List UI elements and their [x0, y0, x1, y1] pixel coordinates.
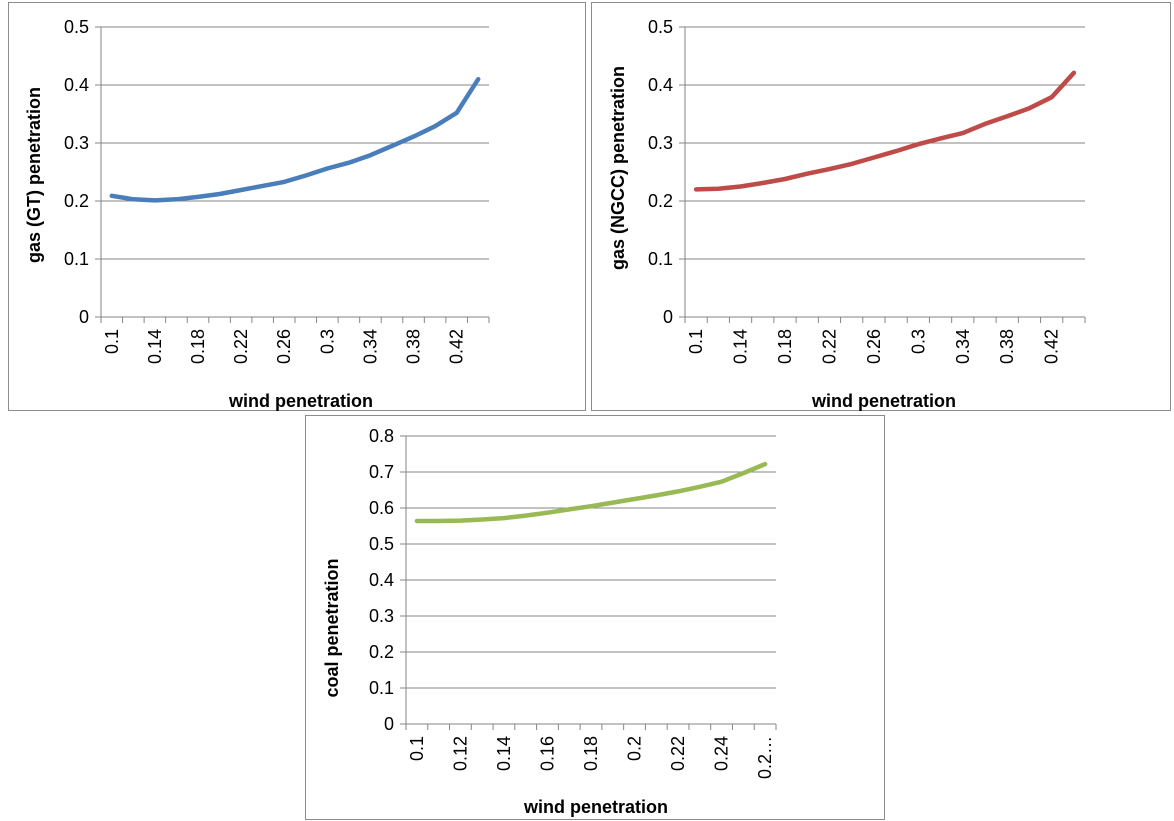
coal-y-tick-label: 0.2	[369, 642, 394, 662]
gas-ngcc-y-axis-title: gas (NGCC) penetration	[608, 66, 628, 270]
gas-ngcc-x-tick-label: 0.3	[908, 329, 928, 354]
gas-ngcc-y-tick-label: 0.5	[648, 17, 673, 37]
coal-x-tick-label: 0.18	[581, 736, 601, 771]
coal-x-tick-label: 0.16	[537, 736, 557, 771]
coal-x-tick-label: 0.1	[407, 736, 427, 761]
coal-y-tick-label: 0	[384, 714, 394, 734]
coal-chart-svg: 0 0.1 0.2 0.3 0.4 0.5 0.6 0.7 0.8 0.1 0.12 0.14 0.16…	[322, 426, 777, 817]
coal-y-tick-label: 0.8	[369, 426, 394, 446]
gas-gt-x-tick-label: 0.26	[274, 329, 294, 364]
gas-ngcc-x-tick-label: 0.26	[864, 329, 884, 364]
gas-gt-y-tick-label: 0.2	[64, 191, 89, 211]
coal-y-tick-label: 0.7	[369, 462, 394, 482]
coal-x-tick-label: 0.14	[494, 736, 514, 771]
coal-series-line	[414, 461, 768, 524]
coal-x-tick-label: 0.24	[712, 736, 732, 771]
gas-ngcc-y-tick-label: 0.3	[648, 133, 673, 153]
gas-ngcc-y-tick-label: 0.4	[648, 75, 673, 95]
gas-ngcc-y-tick-label: 0.2	[648, 191, 673, 211]
gas-ngcc-series-line	[693, 70, 1077, 192]
gas-ngcc-y-tick-label: 0	[663, 307, 673, 327]
gas-gt-series-line	[109, 76, 481, 203]
gas-ngcc-x-tick-label: 0.38	[997, 329, 1017, 364]
gas-ngcc-x-tick-label: 0.1	[686, 329, 706, 354]
gas-gt-x-tick-label: 0.42	[447, 329, 467, 364]
chart-panel-gas-gt: 0 0.1 0.2 0.3 0.4 0.5 0.1 0.14 0.18 0.22 0.26 0.3 0.…	[8, 2, 586, 411]
coal-x-axis-title: wind penetration	[523, 797, 668, 817]
gas-ngcc-y-tick-label: 0.1	[648, 249, 673, 269]
gas-gt-y-tick-label: 0.1	[64, 249, 89, 269]
gas-gt-y-tick-label: 0.3	[64, 133, 89, 153]
coal-y-axis-title: coal penetration	[322, 558, 342, 697]
gas-ngcc-x-tick-label: 0.22	[819, 329, 839, 364]
gas-gt-x-tick-label: 0.22	[231, 329, 251, 364]
coal-y-tick-label: 0.5	[369, 534, 394, 554]
gas-gt-y-tick-label: 0.4	[64, 75, 89, 95]
gas-gt-x-tick-label: 0.3	[317, 329, 337, 354]
chart-panel-gas-ngcc: 0 0.1 0.2 0.3 0.4 0.5 0.1 0.14 0.18 0.22 0.26 0.3 0.…	[591, 2, 1171, 411]
gas-ngcc-x-tick-label: 0.42	[1042, 329, 1062, 364]
coal-y-tick-label: 0.1	[369, 678, 394, 698]
coal-x-tick-label: 0.2	[625, 736, 645, 761]
gas-ngcc-chart-svg: 0 0.1 0.2 0.3 0.4 0.5 0.1 0.14 0.18 0.22 0.26 0.3 0.…	[608, 17, 1086, 411]
chart-panel-coal: 0 0.1 0.2 0.3 0.4 0.5 0.6 0.7 0.8 0.1 0.12 0.14 0.16…	[305, 415, 885, 820]
gas-ngcc-x-tick-label: 0.18	[775, 329, 795, 364]
gas-gt-chart-svg: 0 0.1 0.2 0.3 0.4 0.5 0.1 0.14 0.18 0.22 0.26 0.3 0.…	[24, 17, 490, 411]
gas-ngcc-x-tick-label: 0.34	[953, 329, 973, 364]
gas-gt-y-tick-label: 0	[79, 307, 89, 327]
coal-y-tick-label: 0.4	[369, 570, 394, 590]
gas-gt-x-axis-title: wind penetration	[228, 391, 373, 411]
gas-gt-y-axis-title: gas (GT) penetration	[24, 87, 44, 263]
coal-y-tick-label: 0.6	[369, 498, 394, 518]
coal-x-tick-label: 0.12	[450, 736, 470, 771]
gas-gt-x-tick-label: 0.14	[145, 329, 165, 364]
gas-gt-x-tick-label: 0.18	[188, 329, 208, 364]
gas-ngcc-x-axis-title: wind penetration	[811, 391, 956, 411]
coal-y-tick-label: 0.3	[369, 606, 394, 626]
coal-x-tick-label: 0.22	[668, 736, 688, 771]
coal-x-tick-label: 0.2…	[755, 736, 775, 779]
gas-gt-x-tick-label: 0.1	[102, 329, 122, 354]
gas-gt-x-tick-label: 0.38	[404, 329, 424, 364]
gas-ngcc-x-tick-label: 0.14	[731, 329, 751, 364]
gas-gt-x-tick-label: 0.34	[360, 329, 380, 364]
gas-gt-y-tick-label: 0.5	[64, 17, 89, 37]
